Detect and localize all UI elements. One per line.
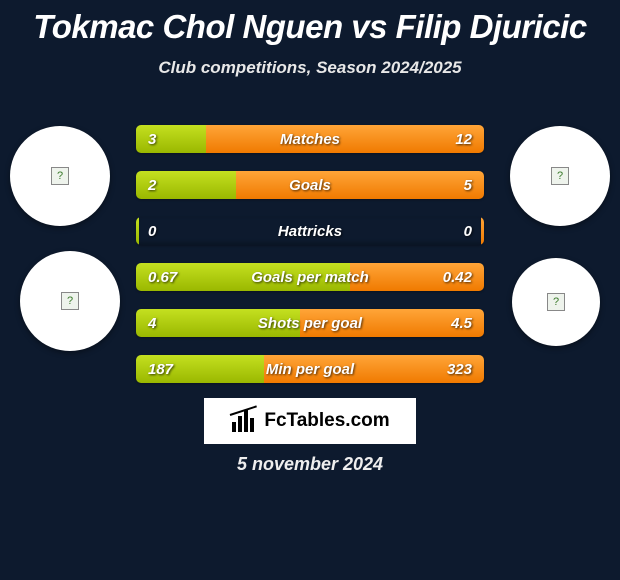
stats-comparison: 312Matches 25Goals 00Hattricks 0.670.42Goal…	[136, 125, 484, 401]
stat-label: Goals	[136, 171, 484, 199]
stat-row: 312Matches	[136, 125, 484, 153]
club-left-avatar: ?	[20, 251, 120, 351]
stat-row: 0.670.42Goals per match	[136, 263, 484, 291]
club-right-avatar: ?	[512, 258, 600, 346]
stat-row: 187323Min per goal	[136, 355, 484, 383]
stat-label: Min per goal	[136, 355, 484, 383]
stat-row: 00Hattricks	[136, 217, 484, 245]
subtitle: Club competitions, Season 2024/2025	[0, 58, 620, 78]
image-placeholder-icon: ?	[551, 167, 569, 185]
date-text: 5 november 2024	[0, 454, 620, 475]
stat-label: Goals per match	[136, 263, 484, 291]
player-left-avatar: ?	[10, 126, 110, 226]
stat-row: 44.5Shots per goal	[136, 309, 484, 337]
image-placeholder-icon: ?	[61, 292, 79, 310]
stat-row: 25Goals	[136, 171, 484, 199]
player-right-avatar: ?	[510, 126, 610, 226]
stat-label: Matches	[136, 125, 484, 153]
image-placeholder-icon: ?	[547, 293, 565, 311]
stat-label: Hattricks	[136, 217, 484, 245]
fctables-logo-icon	[230, 410, 258, 432]
branding-badge: FcTables.com	[204, 398, 416, 444]
page-title: Tokmac Chol Nguen vs Filip Djuricic	[0, 0, 620, 46]
stat-label: Shots per goal	[136, 309, 484, 337]
branding-text: FcTables.com	[264, 410, 389, 432]
image-placeholder-icon: ?	[51, 167, 69, 185]
